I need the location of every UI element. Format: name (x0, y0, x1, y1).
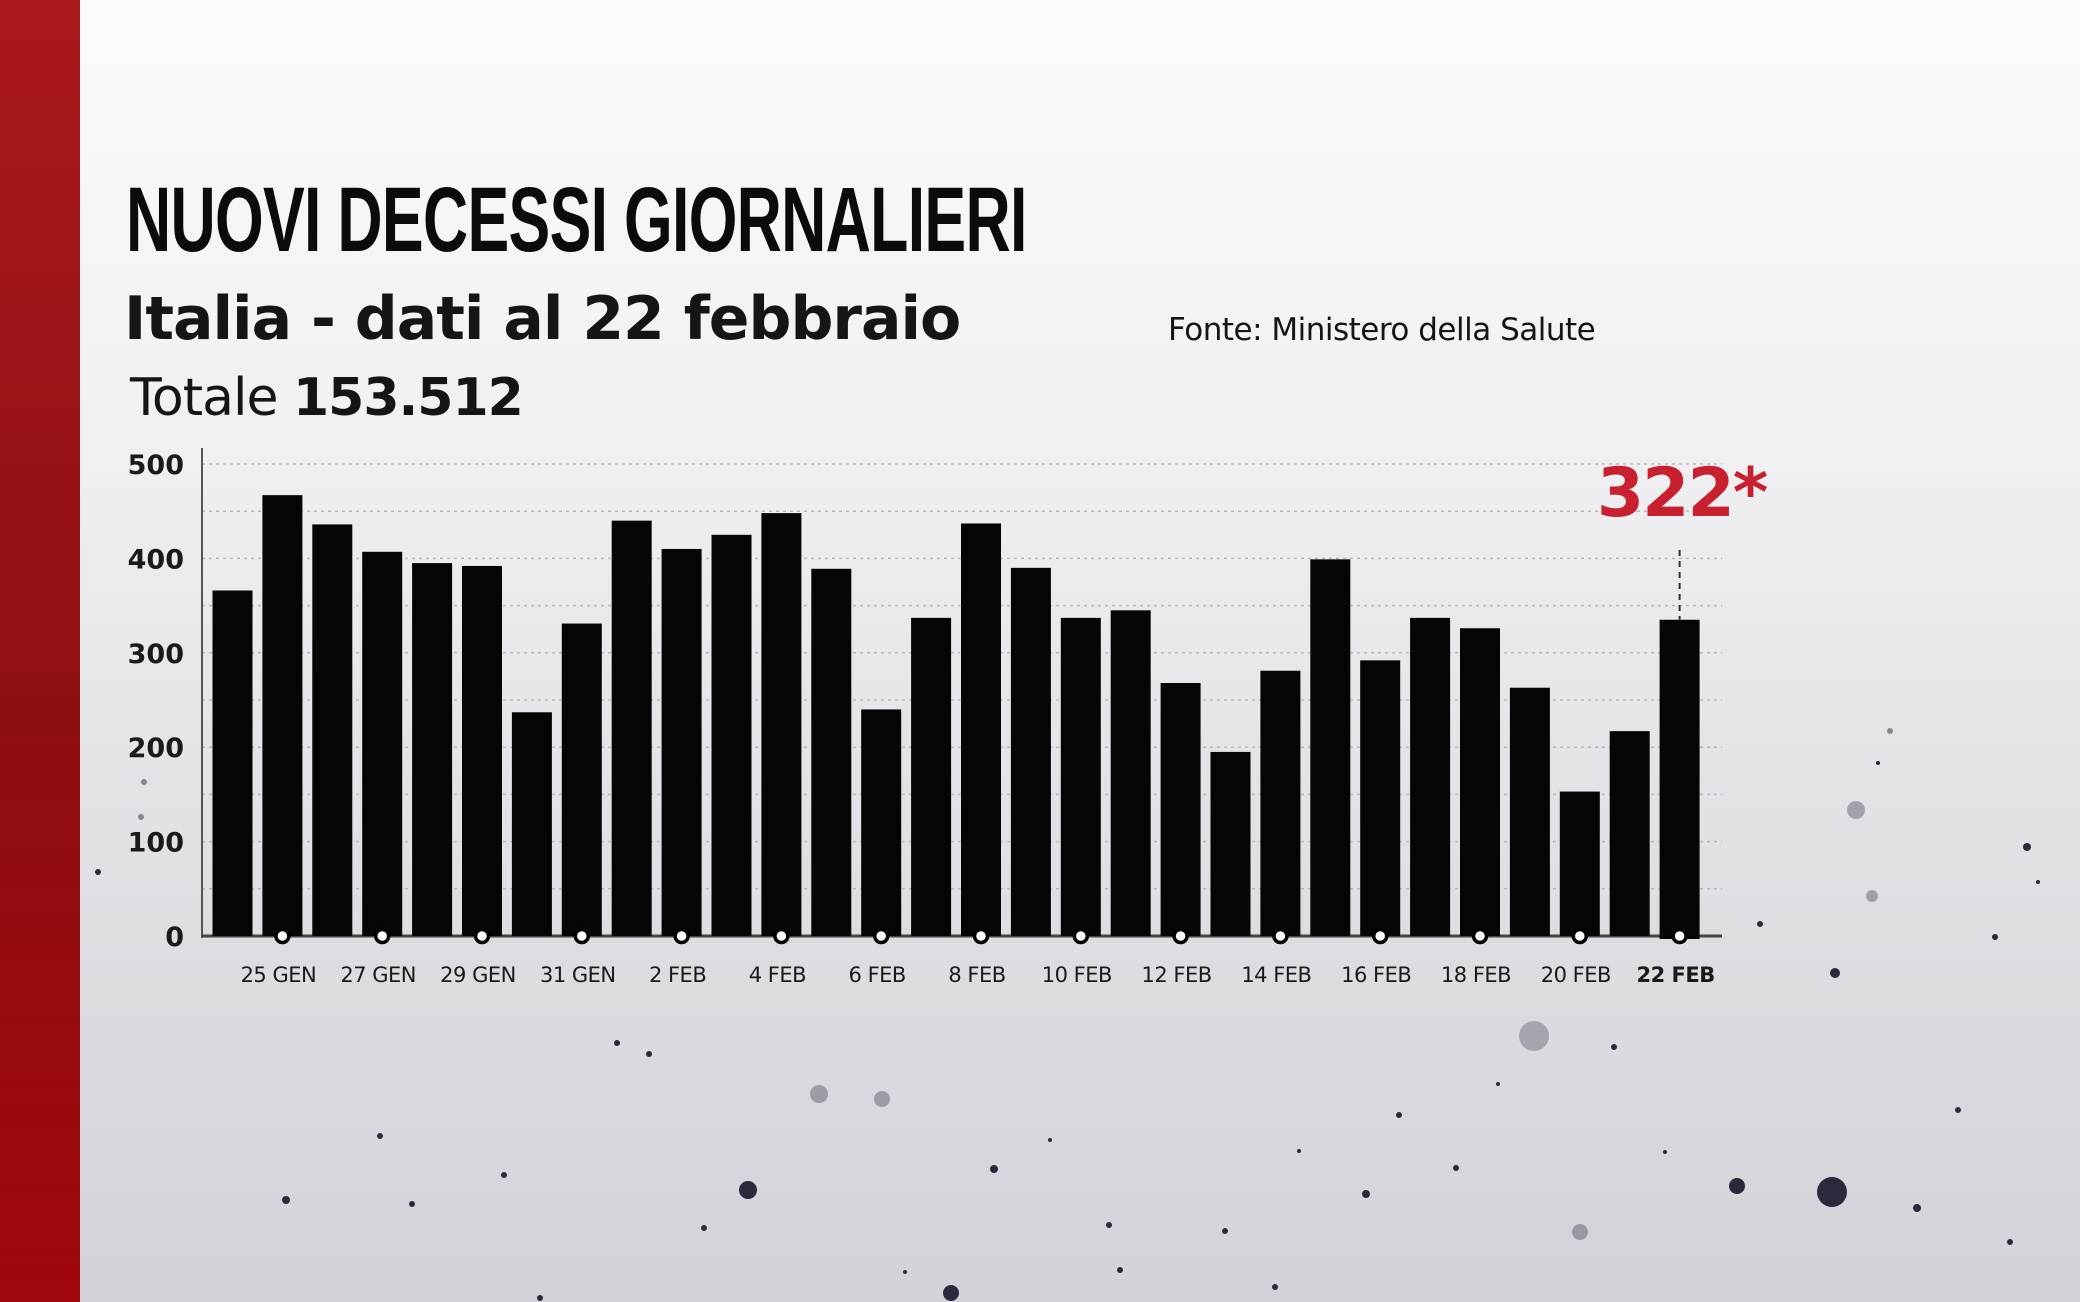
bar (1360, 660, 1401, 936)
x-tick-label: 14 FEB (1241, 963, 1311, 987)
total-value: 153.512 (292, 368, 524, 428)
x-tick-label: 6 FEB (849, 963, 906, 987)
y-tick-label: 200 (128, 733, 184, 764)
x-tick-marker (1671, 927, 1688, 945)
bar (1210, 751, 1251, 936)
x-tick-label: 2 FEB (649, 963, 706, 987)
bar (362, 551, 403, 936)
bar (811, 568, 852, 936)
bar (861, 709, 902, 936)
total-deaths: Totale 153.512 (130, 368, 524, 428)
bar (1260, 670, 1301, 936)
x-tick-marker (773, 927, 790, 945)
y-tick-labels: 0 100 200 300 400 500 (128, 450, 184, 953)
gridlines (202, 463, 1722, 890)
y-tick-label: 500 (128, 450, 184, 481)
x-tick-marker (1072, 927, 1090, 945)
x-tick-label: 10 FEB (1042, 963, 1112, 987)
x-tick-label: 31 GEN (540, 963, 616, 987)
x-tick-label: 18 FEB (1441, 963, 1511, 987)
x-tick-label: 20 FEB (1541, 963, 1611, 987)
highlight-annotation: 322* (1597, 454, 1770, 620)
bar (561, 623, 602, 936)
y-tick-label: 400 (128, 544, 184, 575)
bar (1160, 683, 1201, 936)
bar (761, 513, 802, 936)
bar (412, 563, 453, 936)
bar (462, 565, 502, 936)
bar (1410, 617, 1451, 936)
chart-subtitle: Italia - dati al 22 febbraio (124, 284, 961, 354)
bar (1110, 610, 1151, 936)
bar (1509, 687, 1550, 936)
x-tick-marker (1371, 927, 1389, 945)
x-tick-marker (274, 927, 291, 945)
bar (1010, 567, 1051, 936)
y-tick-label: 100 (128, 828, 184, 859)
y-tick-label: 0 (165, 922, 184, 953)
x-tick-label: 25 GEN (241, 963, 317, 987)
bar (212, 590, 253, 936)
x-tick-label: 8 FEB (948, 963, 1005, 987)
x-tick-label: 4 FEB (749, 963, 806, 987)
x-tick-marker (872, 927, 890, 945)
x-tick-marker (1172, 927, 1189, 945)
x-tick-marker (373, 927, 391, 945)
bar (511, 712, 552, 936)
bar (1460, 628, 1500, 936)
bar (1559, 791, 1600, 936)
y-tick-label: 300 (128, 639, 184, 670)
x-tick-marker (473, 927, 491, 945)
x-tick-label: 22 FEB (1636, 963, 1714, 987)
x-tick-labels: 25 GEN 27 GEN 29 GEN 31 GEN 2 FEB 4 FEB 6 FEB 8… (241, 963, 1716, 987)
x-tick-marker (673, 927, 690, 945)
x-tick-label: 16 FEB (1341, 963, 1411, 987)
bars (212, 495, 1700, 939)
bar (1310, 559, 1351, 936)
bar (1659, 619, 1700, 939)
bar (661, 548, 702, 936)
bar (611, 520, 652, 936)
x-tick-marker (1471, 927, 1489, 945)
x-tick-marker (972, 927, 990, 945)
x-tick-marker (1571, 927, 1589, 945)
bar (262, 495, 303, 936)
bar (312, 524, 353, 936)
data-source: Fonte: Ministero della Salute (1168, 312, 1596, 348)
x-tick-marker (573, 927, 591, 945)
bar (961, 523, 1001, 936)
red-side-band (0, 0, 80, 1302)
highlight-value-label: 322* (1597, 454, 1768, 533)
x-tick-label: 27 GEN (340, 963, 416, 987)
x-tick-markers (274, 927, 1688, 945)
bar (1060, 617, 1101, 936)
total-label: Totale (130, 368, 278, 428)
x-tick-label: 29 GEN (440, 963, 516, 987)
bar (1609, 731, 1650, 936)
x-tick-marker (1272, 927, 1289, 945)
bar (711, 534, 752, 936)
bar (911, 617, 952, 936)
x-tick-label: 12 FEB (1142, 963, 1212, 987)
chart-title: NUOVI DECESSI GIORNALIERI (126, 169, 1027, 271)
